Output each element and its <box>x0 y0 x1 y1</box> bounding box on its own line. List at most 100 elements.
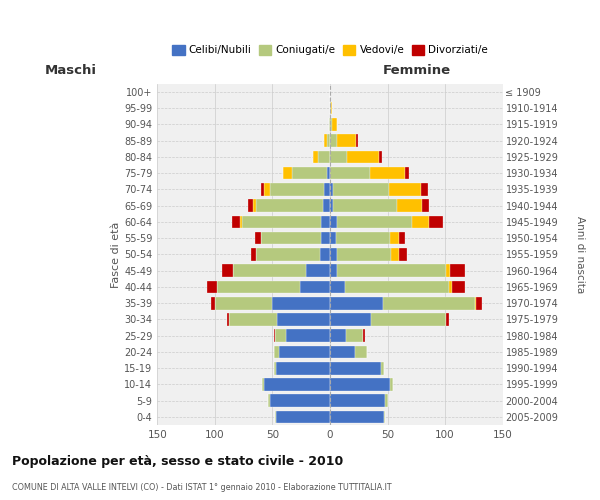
Bar <box>345 280 449 293</box>
Bar <box>306 264 330 277</box>
Bar <box>300 280 330 293</box>
Bar <box>313 150 319 163</box>
Bar <box>262 378 265 391</box>
Bar <box>476 297 482 310</box>
Bar <box>330 183 334 196</box>
Bar <box>384 410 385 424</box>
Bar <box>370 167 405 179</box>
Bar <box>336 232 390 244</box>
Bar <box>389 183 421 196</box>
Bar <box>330 150 347 163</box>
Bar <box>330 330 346 342</box>
Bar <box>248 200 253 212</box>
Bar <box>397 200 422 212</box>
Bar <box>355 346 367 358</box>
Bar <box>265 378 330 391</box>
Bar <box>356 134 358 147</box>
Bar <box>256 248 320 261</box>
Y-axis label: Anni di nascita: Anni di nascita <box>575 216 585 293</box>
Bar <box>222 264 233 277</box>
Bar <box>330 313 371 326</box>
Bar <box>323 200 330 212</box>
Bar <box>274 330 275 342</box>
Bar <box>275 410 276 424</box>
Bar <box>371 313 446 326</box>
Bar <box>380 362 384 374</box>
Bar <box>452 280 464 293</box>
Bar <box>330 280 345 293</box>
Bar <box>274 362 276 374</box>
Bar <box>276 362 330 374</box>
Bar <box>330 394 385 407</box>
Bar <box>283 167 292 179</box>
Bar <box>292 167 326 179</box>
Bar <box>217 280 300 293</box>
Bar <box>330 232 336 244</box>
Bar <box>326 134 330 147</box>
Bar <box>330 297 383 310</box>
Bar <box>390 232 399 244</box>
Bar <box>270 394 330 407</box>
Bar <box>251 248 256 261</box>
Bar <box>330 362 380 374</box>
Bar <box>399 232 405 244</box>
Bar <box>337 264 446 277</box>
Bar <box>330 118 332 130</box>
Bar <box>383 297 475 310</box>
Bar <box>270 183 324 196</box>
Bar <box>324 134 326 147</box>
Bar <box>320 248 330 261</box>
Bar <box>321 216 330 228</box>
Bar <box>475 297 476 310</box>
Legend: Celibi/Nubili, Coniugati/e, Vedovi/e, Divorziati/e: Celibi/Nubili, Coniugati/e, Vedovi/e, Di… <box>168 41 492 60</box>
Bar <box>319 150 330 163</box>
Bar <box>275 330 286 342</box>
Text: Femmine: Femmine <box>382 64 451 77</box>
Bar <box>347 150 379 163</box>
Bar <box>399 248 407 261</box>
Bar <box>379 150 382 163</box>
Bar <box>229 313 277 326</box>
Bar <box>324 183 330 196</box>
Bar <box>421 183 428 196</box>
Bar <box>272 297 330 310</box>
Bar <box>385 394 388 407</box>
Bar <box>346 330 364 342</box>
Bar <box>364 330 365 342</box>
Text: Popolazione per età, sesso e stato civile - 2010: Popolazione per età, sesso e stato civil… <box>12 454 343 468</box>
Bar <box>268 394 270 407</box>
Bar <box>265 183 270 196</box>
Bar <box>274 346 280 358</box>
Bar <box>449 280 452 293</box>
Bar <box>330 346 355 358</box>
Bar <box>253 200 256 212</box>
Bar <box>276 410 330 424</box>
Bar <box>211 297 215 310</box>
Bar <box>215 297 272 310</box>
Bar <box>277 313 330 326</box>
Bar <box>242 216 321 228</box>
Bar <box>337 134 356 147</box>
Bar <box>330 410 384 424</box>
Text: COMUNE DI ALTA VALLE INTELVI (CO) - Dati ISTAT 1° gennaio 2010 - Elaborazione TU: COMUNE DI ALTA VALLE INTELVI (CO) - Dati… <box>12 484 392 492</box>
Bar <box>429 216 443 228</box>
Bar <box>261 183 265 196</box>
Bar <box>337 248 391 261</box>
Bar <box>331 102 332 114</box>
Bar <box>391 248 399 261</box>
Bar <box>446 313 449 326</box>
Bar <box>330 167 370 179</box>
Text: Maschi: Maschi <box>45 64 97 77</box>
Bar <box>337 216 412 228</box>
Bar <box>390 378 393 391</box>
Bar <box>207 280 217 293</box>
Bar <box>334 183 389 196</box>
Bar <box>330 134 337 147</box>
Bar <box>232 216 240 228</box>
Bar <box>321 232 330 244</box>
Bar <box>233 264 306 277</box>
Bar <box>412 216 429 228</box>
Bar <box>227 313 229 326</box>
Bar <box>405 167 409 179</box>
Bar <box>330 378 390 391</box>
